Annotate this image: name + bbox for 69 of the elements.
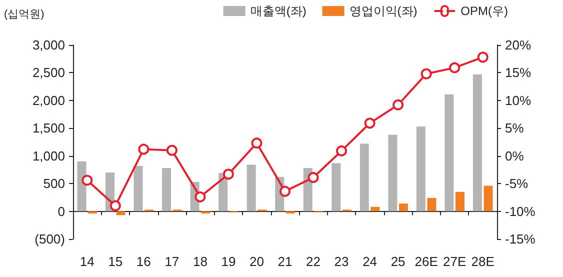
point xyxy=(110,200,121,212)
y-tick-label: 2,000 xyxy=(32,92,65,108)
bar xyxy=(484,186,493,212)
point xyxy=(251,138,262,149)
bar xyxy=(77,161,86,212)
point xyxy=(308,172,319,183)
bar xyxy=(416,126,426,212)
bar xyxy=(427,198,436,212)
point xyxy=(449,62,460,74)
bar xyxy=(246,164,256,212)
point xyxy=(166,144,178,156)
point xyxy=(280,186,290,197)
y-tick-label: 2,500 xyxy=(32,65,65,80)
bar xyxy=(398,204,408,212)
point xyxy=(194,191,206,202)
x-tick-label: 22 xyxy=(306,254,320,269)
y2-tick-label: 20% xyxy=(505,38,532,52)
bar xyxy=(116,211,126,216)
bar xyxy=(88,211,98,214)
bar xyxy=(201,211,210,214)
bar xyxy=(472,74,482,212)
y2-tick-label: 10% xyxy=(505,92,532,108)
y2-tick-label: -15% xyxy=(505,232,536,246)
point xyxy=(477,52,488,63)
legend-label: 매출액(좌) xyxy=(250,4,306,18)
x-tick-label: 20 xyxy=(250,254,264,269)
bar xyxy=(286,211,295,214)
bar xyxy=(332,163,341,212)
x-tick-label: 18 xyxy=(192,254,208,269)
bar xyxy=(162,168,172,212)
point xyxy=(336,145,348,156)
x-tick-label: 23 xyxy=(334,254,349,269)
bar xyxy=(388,134,398,212)
x-tick-label: 25 xyxy=(390,254,406,269)
point xyxy=(392,99,404,110)
x-tick-label: 21 xyxy=(278,254,292,269)
x-tick-label: 19 xyxy=(221,254,236,269)
bar xyxy=(456,192,464,212)
y2-tick-label: -10% xyxy=(505,204,536,219)
x-tick-label: 15 xyxy=(108,254,123,269)
x-tick-label: 14 xyxy=(80,254,94,269)
legend-label: 영업이익(좌) xyxy=(349,4,418,18)
x-tick-label: 27E xyxy=(443,254,466,269)
y2-tick-label: 0% xyxy=(505,148,524,164)
x-tick-label: 16 xyxy=(136,254,151,269)
y-tick-label: (500) xyxy=(34,232,65,246)
bar xyxy=(134,166,143,212)
legend-label: OPM(우) xyxy=(460,4,508,18)
y2-tick-label: 15% xyxy=(505,65,532,80)
y-axis-title: (십억원) xyxy=(4,8,44,20)
y-tick-label: 1,500 xyxy=(32,120,65,136)
bar xyxy=(370,206,380,212)
y-tick-label: 1,000 xyxy=(32,148,65,164)
point xyxy=(364,118,376,129)
bar xyxy=(444,94,454,212)
y-tick-label: 500 xyxy=(43,176,65,192)
point xyxy=(82,174,93,186)
x-tick-label: 26E xyxy=(414,254,438,269)
y-tick-label: 0 xyxy=(58,204,65,219)
x-tick-label: 28E xyxy=(471,254,495,269)
y-tick-label: 3,000 xyxy=(32,38,65,52)
x-tick-label: 24 xyxy=(362,254,378,269)
y2-tick-label: 5% xyxy=(505,120,524,136)
point xyxy=(420,68,432,80)
x-tick-label: 17 xyxy=(164,254,180,269)
point xyxy=(138,144,150,155)
point xyxy=(222,168,234,180)
bar xyxy=(360,144,369,212)
y2-tick-label: -5% xyxy=(505,176,529,192)
